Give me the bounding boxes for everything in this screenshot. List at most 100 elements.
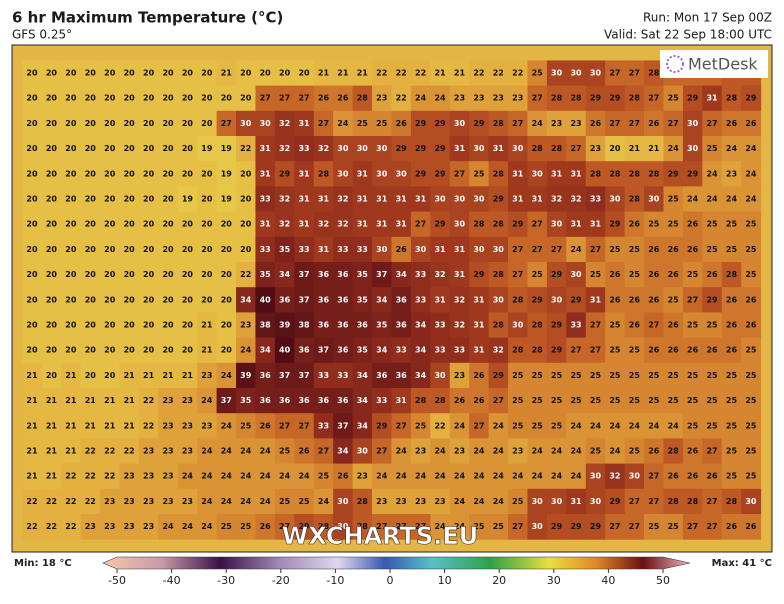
temperature-cell	[274, 438, 295, 465]
temperature-cell	[605, 186, 626, 213]
temperature-cell	[80, 60, 101, 87]
temperature-value: 24	[201, 447, 213, 456]
temperature-value: 30	[376, 169, 388, 178]
temperature-cell	[605, 136, 626, 162]
temperature-value: 28	[570, 94, 582, 103]
temperature-cell	[663, 85, 684, 112]
temperature-cell	[644, 413, 664, 439]
temperature-cell	[430, 161, 451, 187]
temperature-value: 37	[279, 371, 290, 380]
temperature-value: 31	[570, 497, 582, 506]
temperature-cell	[216, 60, 237, 87]
temperature-cell	[546, 438, 567, 465]
temperature-cell	[255, 438, 276, 465]
temperature-cell	[624, 488, 645, 515]
temperature-cell	[605, 413, 626, 439]
temperature-cell	[294, 236, 315, 263]
temperature-cell	[410, 186, 431, 213]
temperature-value: 24	[434, 447, 446, 456]
temperature-value: 25	[668, 295, 680, 304]
temperature-value: 30	[473, 245, 485, 254]
temperature-cell	[313, 262, 334, 288]
temperature-cell	[333, 312, 354, 339]
temperature-value: 25	[726, 396, 738, 405]
temperature-value: 30	[337, 497, 349, 506]
temperature-cell	[391, 186, 412, 213]
temperature-cell	[702, 337, 723, 364]
temperature-value: 34	[415, 371, 427, 380]
temperature-value: 31	[590, 220, 602, 229]
temperature-cell	[721, 211, 742, 238]
temperature-value: 24	[221, 472, 233, 481]
temperature-value: 24	[745, 144, 757, 153]
temperature-value: 27	[590, 346, 601, 355]
temperature-cell	[274, 186, 295, 213]
temperature-value: 24	[396, 472, 408, 481]
temperature-value: 28	[629, 94, 641, 103]
temperature-value: 27	[396, 522, 407, 531]
temperature-cell	[566, 236, 587, 263]
temperature-cell	[644, 236, 664, 263]
temperature-cell	[352, 413, 373, 439]
temperature-value: 31	[454, 270, 466, 279]
temperature-cell	[119, 262, 140, 288]
temperature-value: 32	[454, 295, 465, 304]
temperature-cell	[527, 362, 548, 389]
temperature-value: 25	[590, 371, 602, 380]
temperature-value: 26	[726, 346, 738, 355]
temperature-value: 39	[279, 321, 291, 330]
temperature-cell	[721, 413, 742, 439]
temperature-cell	[488, 186, 509, 213]
temperature-value: 20	[85, 94, 97, 103]
temperature-cell	[508, 136, 528, 162]
temperature-cell	[682, 337, 703, 364]
temperature-value: 27	[648, 321, 659, 330]
temperature-cell	[469, 161, 490, 187]
temperature-cell	[566, 514, 587, 540]
temperature-cell	[546, 60, 567, 87]
temperature-cell	[255, 362, 276, 389]
temperature-value: 35	[357, 346, 369, 355]
temperature-value: 27	[668, 119, 679, 128]
temperature-cell	[488, 488, 509, 515]
temperature-value: 20	[85, 69, 97, 78]
temperature-cell	[449, 362, 470, 389]
temperature-value: 32	[609, 472, 620, 481]
temperature-cell	[663, 312, 684, 339]
temperature-cell	[80, 262, 101, 288]
temperature-cell	[100, 60, 120, 87]
temperature-cell	[391, 60, 412, 87]
temperature-value: 33	[337, 245, 348, 254]
temperature-cell	[119, 136, 140, 162]
temperature-cell	[644, 312, 664, 339]
temperature-value: 27	[532, 94, 543, 103]
temperature-value: 20	[26, 119, 38, 128]
temperature-cell	[313, 287, 334, 313]
temperature-value: 24	[201, 472, 213, 481]
temperature-value: 26	[668, 472, 680, 481]
temperature-cell	[333, 161, 354, 187]
temperature-value: 28	[726, 94, 738, 103]
temperature-cell	[702, 514, 723, 540]
temperature-value: 20	[104, 321, 116, 330]
temperature-value: 28	[357, 497, 369, 506]
temperature-cell	[352, 514, 373, 540]
temperature-cell	[333, 337, 354, 364]
temperature-value: 32	[551, 195, 562, 204]
temperature-value: 25	[629, 396, 641, 405]
temperature-cell	[255, 85, 276, 112]
temperature-value: 24	[745, 169, 757, 178]
temperature-cell	[294, 161, 315, 187]
temperature-cell	[721, 463, 742, 490]
temperature-value: 25	[648, 396, 660, 405]
temperature-value: 25	[551, 371, 563, 380]
temperature-value: 25	[629, 447, 641, 456]
temperature-cell	[449, 488, 470, 515]
temperature-cell	[333, 488, 354, 515]
temperature-cell	[546, 413, 567, 439]
temperature-value: 40	[279, 346, 291, 355]
temperature-cell	[449, 312, 470, 339]
temperature-cell	[430, 110, 451, 137]
temperature-value: 25	[726, 421, 738, 430]
temperature-cell	[702, 262, 723, 288]
